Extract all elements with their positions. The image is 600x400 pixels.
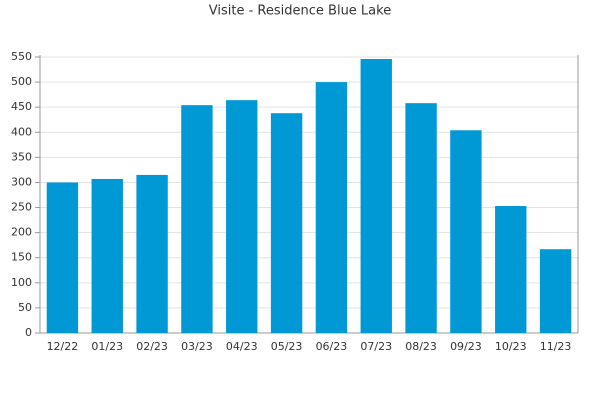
- bar: [450, 130, 482, 333]
- bar: [539, 249, 572, 333]
- y-tick-label: 0: [25, 326, 32, 339]
- bar: [270, 113, 303, 333]
- y-tick-label: 50: [18, 301, 32, 314]
- x-tick-label: 02/23: [136, 340, 168, 353]
- x-tick-label: 12/22: [47, 340, 79, 353]
- x-tick-label: 08/23: [405, 340, 437, 353]
- bar: [136, 174, 168, 333]
- x-tick-label: 09/23: [450, 340, 482, 353]
- y-tick-label: 550: [11, 50, 32, 63]
- y-tick-label: 300: [11, 175, 32, 188]
- y-tick-label: 400: [11, 125, 32, 138]
- bar: [495, 206, 527, 333]
- bar: [315, 82, 348, 333]
- x-tick-label: 10/23: [495, 340, 527, 353]
- bar: [91, 178, 123, 333]
- x-tick-label: 06/23: [316, 340, 348, 353]
- bar: [46, 182, 79, 333]
- y-tick-label: 350: [11, 150, 32, 163]
- y-tick-label: 500: [11, 75, 32, 88]
- x-tick-label: 11/23: [540, 340, 572, 353]
- x-tick-label: 04/23: [226, 340, 258, 353]
- y-tick-label: 450: [11, 100, 32, 113]
- x-tick-label: 05/23: [271, 340, 303, 353]
- y-tick-label: 150: [11, 251, 32, 264]
- bar: [181, 105, 213, 333]
- chart-title: Visite - Residence Blue Lake: [209, 4, 391, 19]
- x-tick-label: 03/23: [181, 340, 213, 353]
- x-tick-label: 01/23: [91, 340, 123, 353]
- y-tick-label: 250: [11, 201, 32, 214]
- y-tick-label: 200: [11, 226, 32, 239]
- x-tick-label: 07/23: [360, 340, 392, 353]
- y-tick-label: 100: [11, 276, 32, 289]
- bar: [226, 100, 258, 333]
- bar: [405, 103, 437, 334]
- bar: [360, 59, 392, 334]
